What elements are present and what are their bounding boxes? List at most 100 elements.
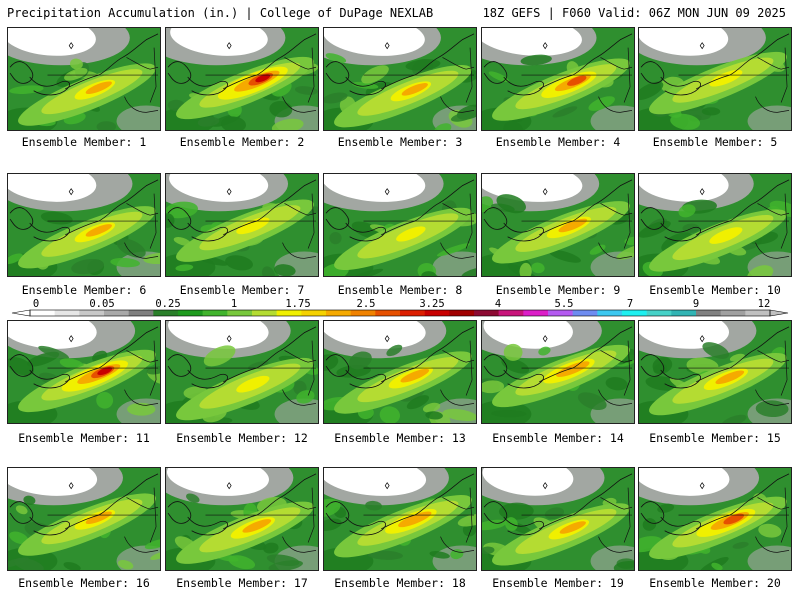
colorbar-tick-label: 0 <box>32 298 40 310</box>
colorbar-tick-label: 2.5 <box>356 298 376 310</box>
colorbar-swatch <box>745 310 771 316</box>
ensemble-member-label: Ensemble Member: 8 <box>337 283 463 297</box>
ensemble-member-map <box>323 173 477 277</box>
ensemble-member-map <box>165 320 319 424</box>
ensemble-member-label: Ensemble Member: 6 <box>21 283 147 297</box>
colorbar-swatch <box>30 310 55 316</box>
ensemble-member-label: Ensemble Member: 10 <box>649 283 781 297</box>
ensemble-member-map <box>7 467 161 571</box>
colorbar-swatch <box>400 310 425 316</box>
ensemble-member-label: Ensemble Member: 18 <box>334 576 466 590</box>
ensemble-member-label: Ensemble Member: 15 <box>649 431 781 445</box>
colorbar-swatch <box>178 310 203 316</box>
colorbar-swatch <box>54 310 80 316</box>
colorbar-tick-label: 7 <box>626 298 634 310</box>
colorbar-tick-label: 0.05 <box>89 298 115 310</box>
ensemble-member-label: Ensemble Member: 11 <box>18 431 150 445</box>
colorbar-swatch <box>572 310 598 316</box>
ensemble-member-map <box>323 467 477 571</box>
colorbar-swatch <box>646 310 672 316</box>
location-marker-icon <box>68 42 74 50</box>
colorbar-swatch <box>301 310 327 316</box>
location-marker-icon <box>542 482 548 490</box>
colorbar-swatch <box>326 310 351 316</box>
ensemble-member-map <box>638 27 792 131</box>
colorbar-tick-label: 5.5 <box>554 298 574 310</box>
ensemble-member-label: Ensemble Member: 9 <box>495 283 621 297</box>
model-run-info: 18Z GEFS | F060 Valid: 06Z MON JUN 09 20… <box>482 6 786 20</box>
colorbar-swatch <box>720 310 746 316</box>
location-marker-icon <box>542 42 548 50</box>
colorbar-swatch <box>153 310 179 316</box>
location-marker-icon <box>542 188 548 196</box>
ensemble-member-label: Ensemble Member: 20 <box>649 576 781 590</box>
colorbar-swatch <box>671 310 697 316</box>
colorbar-swatch <box>227 310 253 316</box>
colorbar-swatch <box>622 310 647 316</box>
colorbar-swatch <box>548 310 573 316</box>
ensemble-member-label: Ensemble Member: 2 <box>179 135 305 149</box>
location-marker-icon <box>384 188 390 196</box>
location-marker-icon <box>699 335 705 343</box>
ensemble-member-map <box>481 320 635 424</box>
location-marker-icon <box>226 335 232 343</box>
colorbar-swatch <box>523 310 549 316</box>
location-marker-icon <box>384 482 390 490</box>
colorbar-left-arrow-icon <box>11 309 31 317</box>
colorbar-right-arrow-icon <box>769 309 789 317</box>
ensemble-member-map <box>323 320 477 424</box>
colorbar-tick-label: 3.25 <box>419 298 445 310</box>
colorbar-swatch <box>79 310 105 316</box>
colorbar-swatch <box>498 310 524 316</box>
colorbar-swatch <box>474 310 499 316</box>
ensemble-member-map <box>165 27 319 131</box>
location-marker-icon <box>699 42 705 50</box>
ensemble-member-map <box>7 27 161 131</box>
location-marker-icon <box>68 188 74 196</box>
location-marker-icon <box>68 482 74 490</box>
colorbar-swatch <box>350 310 376 316</box>
ensemble-member-label: Ensemble Member: 3 <box>337 135 463 149</box>
ensemble-member-label: Ensemble Member: 7 <box>179 283 305 297</box>
colorbar-tick-label: 12 <box>757 298 771 310</box>
ensemble-member-map <box>638 173 792 277</box>
ensemble-member-map <box>481 173 635 277</box>
ensemble-member-map <box>323 27 477 131</box>
ensemble-member-map <box>638 320 792 424</box>
ensemble-member-map <box>481 27 635 131</box>
colorbar-tick-label: 1 <box>230 298 238 310</box>
location-marker-icon <box>699 482 705 490</box>
colorbar-tick-label: 9 <box>692 298 700 310</box>
ensemble-member-map <box>7 173 161 277</box>
colorbar-swatch <box>128 310 154 316</box>
location-marker-icon <box>699 188 705 196</box>
colorbar-swatch <box>202 310 228 316</box>
location-marker-icon <box>68 335 74 343</box>
ensemble-member-label: Ensemble Member: 17 <box>176 576 308 590</box>
colorbar-swatch <box>696 310 721 316</box>
ensemble-member-label: Ensemble Member: 14 <box>492 431 624 445</box>
precipitation-colorbar <box>11 309 789 317</box>
ensemble-member-map <box>165 467 319 571</box>
ensemble-member-label: Ensemble Member: 16 <box>18 576 150 590</box>
colorbar-swatch <box>597 310 623 316</box>
location-marker-icon <box>226 482 232 490</box>
location-marker-icon <box>226 188 232 196</box>
ensemble-member-label: Ensemble Member: 5 <box>652 135 778 149</box>
location-marker-icon <box>542 335 548 343</box>
colorbar-swatch <box>424 310 450 316</box>
ensemble-member-map <box>481 467 635 571</box>
ensemble-member-map <box>638 467 792 571</box>
location-marker-icon <box>384 42 390 50</box>
location-marker-icon <box>384 335 390 343</box>
location-marker-icon <box>226 42 232 50</box>
ensemble-member-label: Ensemble Member: 13 <box>334 431 466 445</box>
colorbar-swatch <box>449 310 475 316</box>
ensemble-member-label: Ensemble Member: 4 <box>495 135 621 149</box>
ensemble-member-label: Ensemble Member: 12 <box>176 431 308 445</box>
colorbar-swatch <box>252 310 277 316</box>
colorbar-swatch <box>375 310 401 316</box>
colorbar-tick-label: 1.75 <box>285 298 311 310</box>
colorbar-tick-label: 4 <box>494 298 502 310</box>
ensemble-member-label: Ensemble Member: 19 <box>492 576 624 590</box>
